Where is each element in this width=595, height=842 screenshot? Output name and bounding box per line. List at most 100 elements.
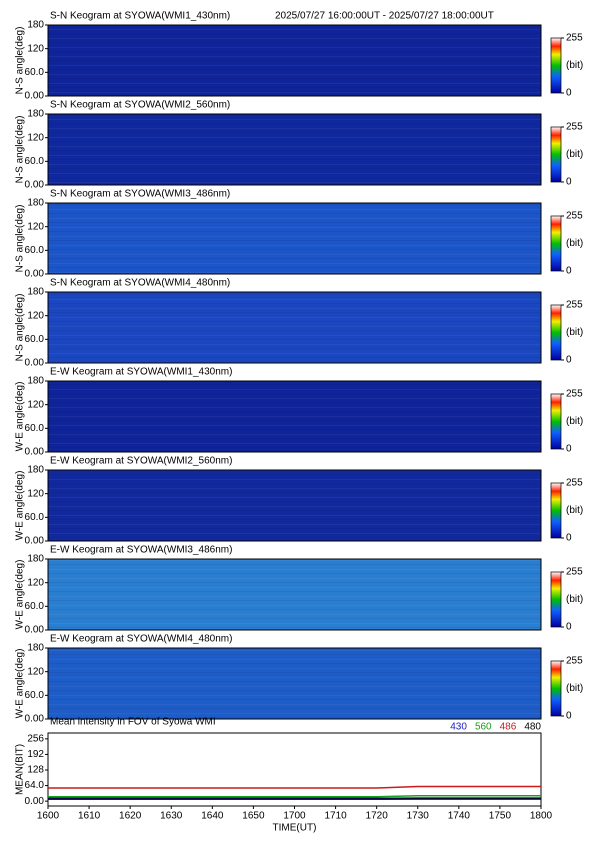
y-tick-label: 120 xyxy=(27,577,44,588)
colorbar-tick-label: 255 xyxy=(566,211,583,222)
colorbar-tick-label: 0 xyxy=(566,266,572,277)
colorbar-tick-label: 255 xyxy=(566,122,583,133)
panel-title: S-N Keogram at SYOWA(WMI2_560nm) xyxy=(50,100,230,111)
y-tick-label: 256 xyxy=(27,733,44,744)
x-tick-label: 1620 xyxy=(119,811,142,822)
colorbar-label: (bit) xyxy=(566,505,583,516)
y-tick-label: 0.00 xyxy=(25,447,45,458)
x-tick-label: 1630 xyxy=(160,811,183,822)
colorbar-label: (bit) xyxy=(566,327,583,338)
x-tick-label: 1710 xyxy=(324,811,347,822)
y-axis-label: N-S angle(deg) xyxy=(15,294,26,362)
y-tick-label: 128 xyxy=(27,765,44,776)
panel-subtitle: 2025/07/27 16:00:00UT - 2025/07/27 18:00… xyxy=(275,11,494,22)
y-tick-label: 180 xyxy=(27,198,44,209)
colorbar xyxy=(550,304,562,361)
colorbar-tick-label: 255 xyxy=(566,300,583,311)
y-tick-label: 120 xyxy=(27,43,44,54)
panel-title: S-N Keogram at SYOWA(WMI4_480nm) xyxy=(50,278,230,289)
y-tick-label: 180 xyxy=(27,20,44,31)
colorbar xyxy=(550,126,562,183)
colorbar xyxy=(550,571,562,628)
x-tick-label: 1800 xyxy=(530,811,553,822)
colorbar-tick-label: 0 xyxy=(566,177,572,188)
colorbar-tick-label: 0 xyxy=(566,622,572,633)
panel-title: E-W Keogram at SYOWA(WMI4_480nm) xyxy=(50,634,232,645)
keogram-texture xyxy=(48,648,541,719)
series-line xyxy=(48,795,541,798)
y-tick-label: 60.0 xyxy=(25,67,45,78)
x-tick-label: 1700 xyxy=(283,811,306,822)
chart-title: Mean intensity in FOV of Syowa WMI xyxy=(50,717,216,728)
y-tick-label: 0.00 xyxy=(25,796,45,807)
x-tick-label: 1740 xyxy=(448,811,471,822)
y-axis-label: N-S angle(deg) xyxy=(15,27,26,95)
panel-title: E-W Keogram at SYOWA(WMI3_486nm) xyxy=(50,545,232,556)
y-tick-label: 120 xyxy=(27,132,44,143)
y-axis-label: W-E angle(deg) xyxy=(15,471,26,541)
plot-frame xyxy=(47,291,542,364)
keogram-texture xyxy=(48,25,541,96)
colorbar-tick-label: 0 xyxy=(566,711,572,722)
x-axis-label: TIME(UT) xyxy=(273,823,317,834)
keogram-texture xyxy=(48,381,541,452)
y-tick-label: 0.00 xyxy=(25,625,45,636)
x-tick-label: 1600 xyxy=(37,811,60,822)
y-tick-label: 64.0 xyxy=(25,780,45,791)
legend-entry: 486 xyxy=(500,722,517,733)
y-tick-label: 0.00 xyxy=(25,180,45,191)
y-axis-label: W-E angle(deg) xyxy=(15,560,26,630)
colorbar xyxy=(550,393,562,450)
panel-title: S-N Keogram at SYOWA(WMI3_486nm) xyxy=(50,189,230,200)
colorbar xyxy=(550,37,562,94)
panel-title: S-N Keogram at SYOWA(WMI1_430nm) xyxy=(50,11,230,22)
x-tick-label: 1730 xyxy=(407,811,430,822)
keogram-texture xyxy=(48,470,541,541)
y-tick-label: 120 xyxy=(27,666,44,677)
colorbar-tick-label: 255 xyxy=(566,656,583,667)
x-tick-label: 1720 xyxy=(366,811,389,822)
y-tick-label: 180 xyxy=(27,643,44,654)
colorbar-label: (bit) xyxy=(566,60,583,71)
plot-frame xyxy=(47,380,542,453)
colorbar xyxy=(550,482,562,539)
plot-frame xyxy=(47,24,542,97)
y-axis-label: W-E angle(deg) xyxy=(15,382,26,452)
y-tick-label: 60.0 xyxy=(25,512,45,523)
colorbar-tick-label: 0 xyxy=(566,444,572,455)
keogram-texture xyxy=(48,292,541,363)
y-axis-label: N-S angle(deg) xyxy=(15,116,26,184)
keogram-texture xyxy=(48,114,541,185)
y-tick-label: 60.0 xyxy=(25,334,45,345)
y-tick-label: 60.0 xyxy=(25,156,45,167)
y-tick-label: 0.00 xyxy=(25,358,45,369)
x-tick-label: 1750 xyxy=(489,811,512,822)
y-tick-label: 60.0 xyxy=(25,601,45,612)
colorbar-tick-label: 0 xyxy=(566,533,572,544)
y-tick-label: 120 xyxy=(27,488,44,499)
y-tick-label: 192 xyxy=(27,749,44,760)
colorbar-tick-label: 255 xyxy=(566,478,583,489)
y-tick-label: 180 xyxy=(27,109,44,120)
colorbar-tick-label: 255 xyxy=(566,567,583,578)
panel-title: E-W Keogram at SYOWA(WMI1_430nm) xyxy=(50,367,232,378)
plot-frame xyxy=(47,202,542,275)
plot-frame xyxy=(47,113,542,186)
y-tick-label: 180 xyxy=(27,287,44,298)
y-tick-label: 0.00 xyxy=(25,536,45,547)
y-tick-label: 60.0 xyxy=(25,690,45,701)
colorbar xyxy=(550,660,562,717)
x-tick-label: 1640 xyxy=(201,811,224,822)
plot-frame xyxy=(47,469,542,542)
legend-entry: 480 xyxy=(524,722,541,733)
y-axis-label: MEAN(BIT) xyxy=(15,744,26,795)
colorbar-tick-label: 0 xyxy=(566,355,572,366)
colorbar-label: (bit) xyxy=(566,149,583,160)
colorbar-tick-label: 255 xyxy=(566,33,583,44)
y-tick-label: 120 xyxy=(27,221,44,232)
plot-frame xyxy=(47,558,542,631)
y-tick-label: 180 xyxy=(27,465,44,476)
plot-frame xyxy=(47,647,542,720)
legend-entry: 560 xyxy=(475,722,492,733)
y-tick-label: 0.00 xyxy=(25,91,45,102)
